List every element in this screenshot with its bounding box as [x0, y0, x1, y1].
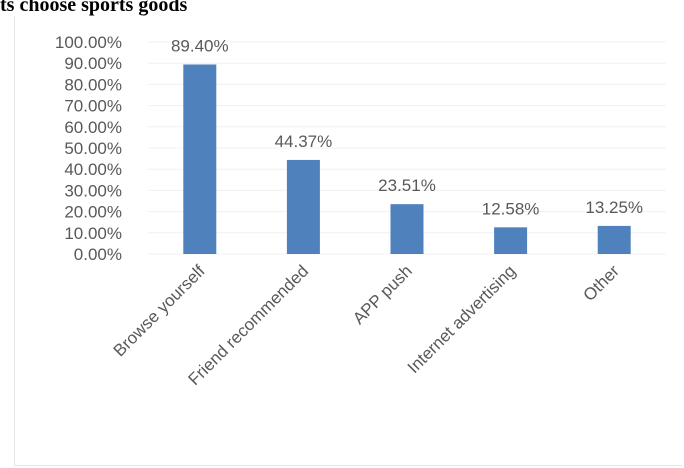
bar [597, 225, 631, 254]
y-tick-label: 60.00% [64, 118, 122, 137]
data-label: 23.51% [378, 176, 436, 195]
category-label: Internet advertising [404, 261, 520, 377]
y-tick-label: 0.00% [74, 245, 122, 264]
data-label: 44.37% [275, 132, 333, 151]
category-label: Other [580, 261, 624, 305]
data-labels: 89.40% 44.37% 23.51% 12.58% 13.25% [171, 36, 643, 218]
y-tick-label: 40.00% [64, 160, 122, 179]
gridlines [148, 41, 666, 255]
y-tick-label: 50.00% [64, 139, 122, 158]
y-tick-label: 90.00% [64, 54, 122, 73]
data-label: 89.40% [171, 36, 229, 55]
y-axis-tick-labels: 0.00% 10.00% 20.00% 30.00% 40.00% 50.00% 60.00… [55, 33, 122, 264]
category-label: Friend recommended [185, 261, 313, 389]
bar [390, 204, 424, 254]
bar [494, 227, 528, 254]
y-tick-label: 70.00% [64, 97, 122, 116]
chart-frame [14, 16, 682, 466]
data-label: 13.25% [585, 198, 643, 217]
category-label: APP push [349, 261, 416, 328]
bar [286, 159, 320, 254]
data-label: 12.58% [482, 199, 540, 218]
bar [183, 64, 217, 254]
bars [183, 64, 631, 254]
category-label: Browse yourself [110, 261, 209, 360]
y-tick-label: 80.00% [64, 75, 122, 94]
y-tick-label: 30.00% [64, 181, 122, 200]
y-tick-label: 100.00% [55, 33, 122, 52]
chart-title: ts choose sports goods [0, 0, 188, 16]
y-tick-label: 10.00% [64, 224, 122, 243]
y-tick-label: 20.00% [64, 203, 122, 222]
